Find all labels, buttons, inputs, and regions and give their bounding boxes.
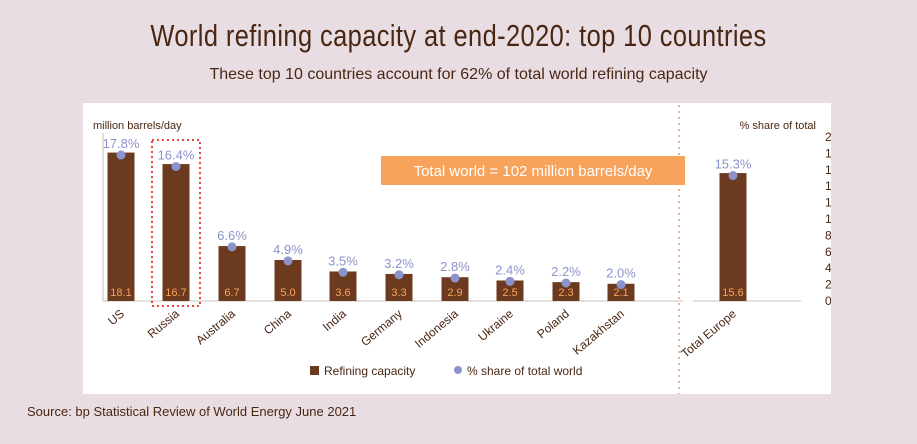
share-dot <box>227 242 237 252</box>
left-axis-title: million barrels/day <box>93 120 182 132</box>
bar <box>496 280 524 301</box>
bar-value-label: 5.0 <box>280 287 295 299</box>
category-label: Poland <box>534 307 572 342</box>
legend-dot-label: % share of total world <box>467 364 582 378</box>
share-label: 3.5% <box>328 253 358 268</box>
share-dot <box>616 280 626 290</box>
share-dot <box>450 273 460 283</box>
category-label: Indonesia <box>412 306 461 350</box>
chart-panel: million barrels/day% share of total 0 2 4 6 8… <box>83 103 831 394</box>
category-label: China <box>261 306 294 337</box>
right-tick-label: 18% <box>825 146 831 160</box>
share-label: 16.4% <box>158 148 195 163</box>
share-dot <box>728 171 738 181</box>
category-label: Ukraine <box>475 306 516 344</box>
share-dot <box>505 276 515 286</box>
share-dot <box>338 267 348 277</box>
category-label: Australia <box>193 306 238 347</box>
share-label: 2.4% <box>495 262 525 277</box>
total-world-callout-box <box>381 156 685 185</box>
bar-value-label: 6.7 <box>224 287 239 299</box>
bar-value-label: 2.1 <box>613 287 628 299</box>
source-note: Source: bp Statistical Review of World E… <box>27 404 357 419</box>
legend-dot-swatch <box>454 366 462 374</box>
right-tick-label: 6% <box>825 245 831 259</box>
category-label: Germany <box>358 307 405 349</box>
bar-value-label: 3.6 <box>335 287 350 299</box>
share-dot <box>283 256 293 266</box>
bar-value-label: 18.1 <box>110 287 131 299</box>
category-label: Total Europe <box>678 306 739 360</box>
bar <box>719 173 747 301</box>
bar <box>218 246 246 301</box>
share-label: 2.0% <box>606 266 636 281</box>
right-tick-label: 4% <box>825 261 831 275</box>
bar-value-label: 16.7 <box>165 287 186 299</box>
bar-value-label: 15.6 <box>722 287 743 299</box>
chart-title: World refining capacity at end-2020: top… <box>150 18 767 53</box>
share-dot <box>394 270 404 280</box>
total-world-callout: Total world = 102 million barrels/day <box>414 163 653 180</box>
bar <box>162 164 190 301</box>
share-dot <box>171 162 181 172</box>
bar <box>607 283 635 301</box>
chart-subtitle: These top 10 countries account for 62% o… <box>209 66 708 83</box>
share-dot <box>116 150 126 160</box>
share-dot <box>561 278 571 288</box>
right-tick-label: 20% <box>825 130 831 144</box>
bar <box>441 277 469 301</box>
share-label: 17.8% <box>103 136 140 151</box>
bar <box>274 260 302 301</box>
share-label: 2.8% <box>440 259 470 274</box>
share-label: 3.2% <box>384 256 414 271</box>
share-label: 6.6% <box>217 228 247 243</box>
right-axis-title: % share of total <box>740 120 816 132</box>
category-label: Kazakhstan <box>570 307 627 358</box>
right-tick-label: 16% <box>825 163 831 177</box>
highlight-box <box>151 139 201 307</box>
right-tick-label: 10% <box>825 212 831 226</box>
legend-bar-swatch <box>310 366 319 375</box>
bar <box>107 152 135 301</box>
share-label: 2.2% <box>551 264 581 279</box>
legend-bar-label: Refining capacity <box>324 364 415 378</box>
right-tick-label: 12% <box>825 196 831 210</box>
category-label: Russia <box>145 306 182 341</box>
right-tick-label: 2% <box>825 278 831 292</box>
bar-value-label: 2.9 <box>447 287 462 299</box>
right-tick-label: 14% <box>825 179 831 193</box>
right-tick-label: 0% <box>825 294 831 308</box>
category-label: India <box>320 306 349 334</box>
share-label: 4.9% <box>273 242 303 257</box>
share-label: 15.3% <box>715 157 752 172</box>
right-tick-label: 8% <box>825 228 831 242</box>
category-label: US <box>105 307 127 328</box>
bar-value-label: 2.5 <box>502 287 517 299</box>
bar-value-label: 2.3 <box>558 287 573 299</box>
bar-value-label: 3.3 <box>391 287 406 299</box>
bar <box>552 282 580 301</box>
